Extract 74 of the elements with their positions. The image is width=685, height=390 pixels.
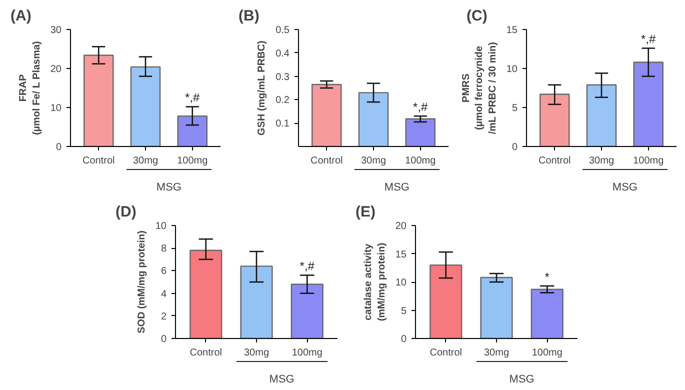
x-tick-label: Control [190, 348, 222, 358]
y-tick-label: 0 [512, 142, 518, 153]
y-tick-label: 15 [395, 249, 407, 260]
y-tick-label: 0.3 [276, 72, 290, 83]
text: MSG [156, 182, 182, 194]
y-tick-label: 6 [160, 266, 167, 278]
x-tick-label: 100mg [532, 348, 562, 358]
y-tick-label: 2 [160, 311, 167, 322]
x-tick-label: 30mg [132, 156, 158, 166]
text: MSG [509, 374, 534, 386]
y-tick-label: 0.5 [276, 25, 290, 36]
chart-title: (A) [10, 8, 32, 24]
chart-title: (D) [116, 204, 136, 220]
annotation: * [544, 270, 550, 284]
bar [130, 66, 161, 146]
y-tick-label: 4 [160, 288, 167, 300]
annotation: *,# [300, 259, 315, 274]
y-tick-label: 0 [56, 142, 62, 153]
bar [480, 276, 513, 338]
y-tick-label: 10 [50, 103, 62, 114]
x-tick-label: 30mg [360, 156, 386, 166]
y-tick-label: 20 [395, 221, 407, 232]
y-tick-label: 0.1 [276, 118, 290, 130]
x-tick-label: 100mg [633, 156, 664, 166]
y-tick-label: 10 [506, 64, 518, 75]
y-tick-label: 30 [50, 25, 62, 36]
chart-title: (C) [466, 8, 488, 24]
bar [290, 284, 324, 338]
chart-title: (B) [238, 8, 260, 24]
x-tick-label: 100mg [405, 156, 436, 166]
x-tick-label: 100mg [292, 348, 322, 358]
y-tick-label: 0.4 [276, 48, 290, 60]
y-axis-title: PMRS (µmol ferrocynide /mL PRBC / 30 min) [460, 42, 498, 134]
bar [311, 84, 342, 146]
y-axis-title: catalase activity (mM/mg protein) [363, 242, 388, 322]
bar [240, 266, 273, 338]
y-tick-label: 10 [395, 278, 407, 288]
y-tick-label: 10 [155, 221, 167, 232]
y-axis-title: SOD (mM/mg protein) [136, 230, 148, 334]
text: MSG [384, 182, 410, 194]
bar [405, 118, 436, 146]
x-tick-label: 30mg [588, 156, 614, 166]
y-tick-label: 20 [50, 64, 62, 75]
annotation: *,# [413, 100, 428, 114]
bar [83, 54, 114, 146]
y-axis-title: GSH (mg/mL PRBC) [256, 40, 268, 136]
bar [539, 94, 570, 146]
y-tick-label: 15 [506, 25, 518, 36]
x-tick-label: Control [430, 348, 462, 358]
bar [358, 92, 389, 146]
x-tick-label: Control [82, 156, 115, 166]
bar [530, 288, 564, 338]
text: MSG [269, 374, 294, 386]
y-tick-label: 5 [512, 103, 518, 114]
annotation: *,# [185, 90, 200, 105]
bar [430, 264, 462, 338]
x-tick-label: 100mg [177, 156, 208, 166]
bar [177, 115, 208, 146]
y-tick-label: 0 [160, 334, 167, 345]
y-axis-title: FRAP (µmol Fe/ L Plasma) [18, 41, 42, 136]
y-tick-label: 5 [400, 306, 407, 317]
x-tick-label: Control [310, 156, 343, 166]
chart-title: (E) [356, 204, 376, 220]
y-tick-label: 0.2 [276, 95, 290, 106]
y-tick-label: 8 [160, 244, 167, 255]
x-tick-label: Control [538, 156, 571, 166]
bar [586, 84, 617, 146]
x-tick-label: 30mg [244, 348, 270, 358]
text: MSG [612, 182, 638, 194]
annotation: *,# [641, 32, 656, 46]
y-tick-label: 0 [400, 334, 407, 345]
x-tick-label: 30mg [484, 348, 510, 358]
bar [190, 250, 222, 338]
bar [633, 62, 664, 146]
